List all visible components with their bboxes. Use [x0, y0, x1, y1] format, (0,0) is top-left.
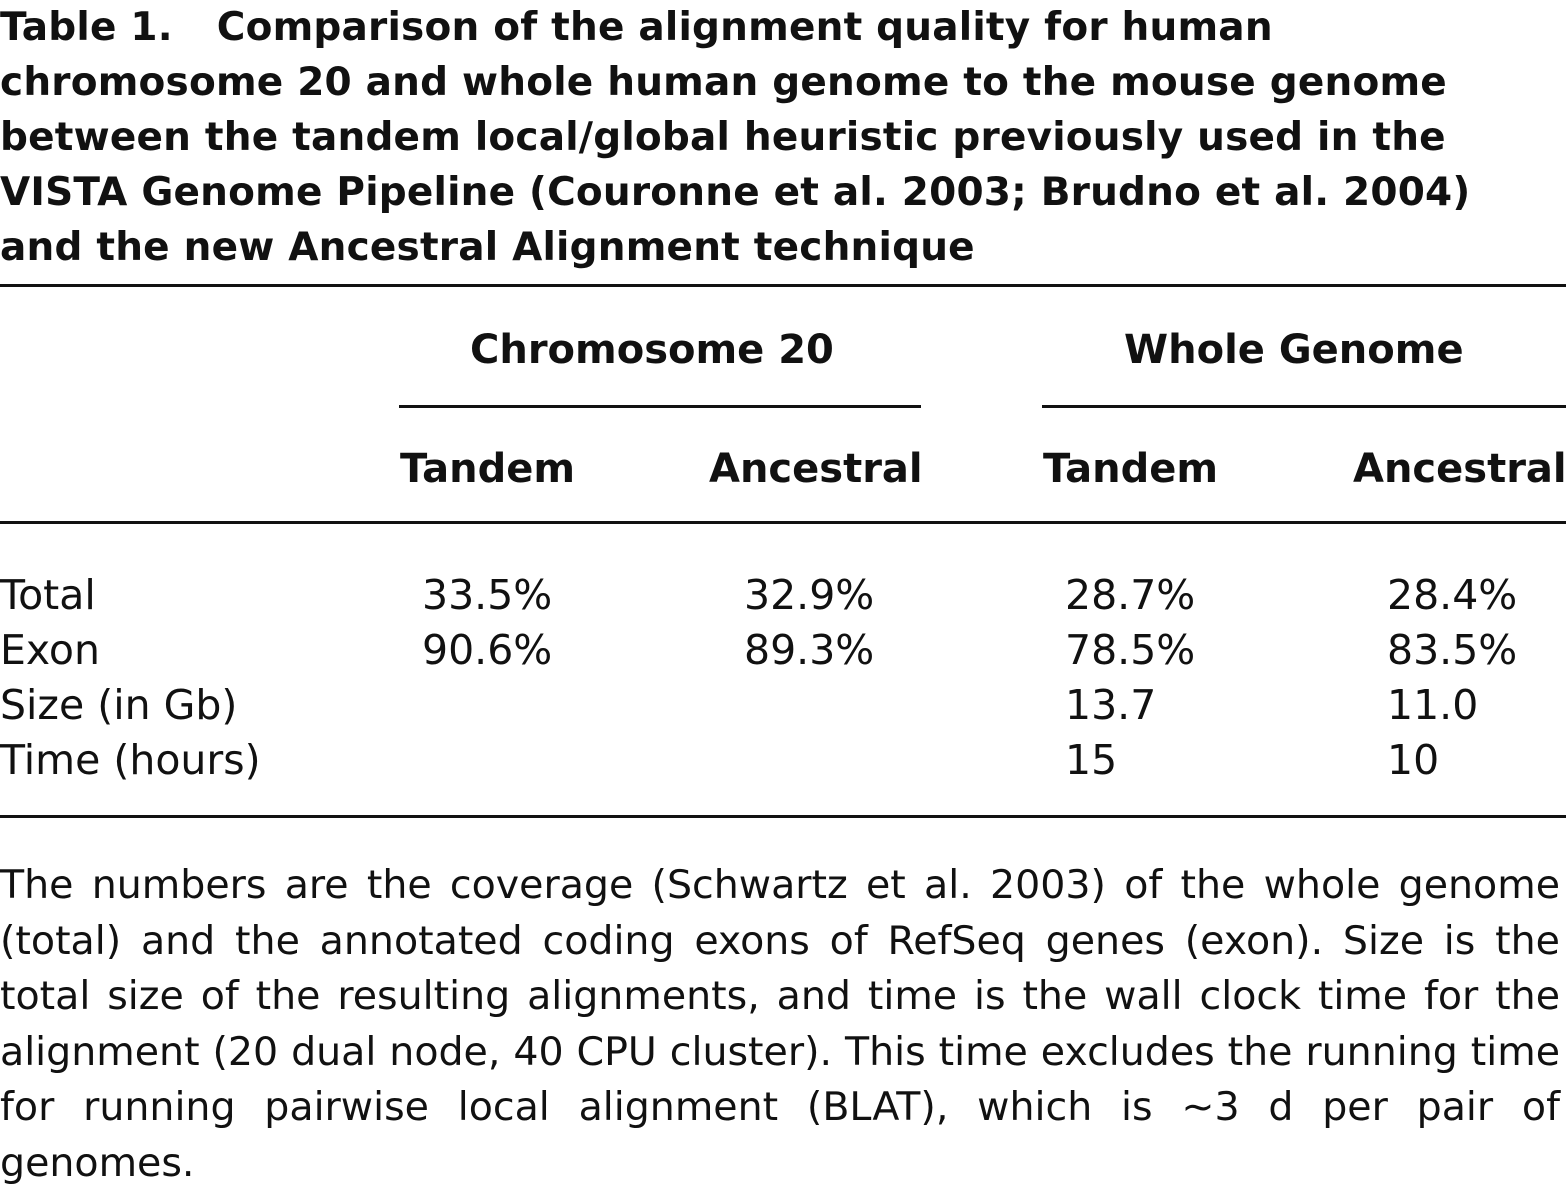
- group-rule-whole-genome: [1042, 405, 1566, 408]
- row-label-exon: Exon: [0, 626, 100, 674]
- column-header-tandem-chr20: Tandem: [400, 446, 576, 492]
- top-rule: [0, 284, 1566, 287]
- header-rule: [0, 521, 1566, 524]
- table-caption: Table 1. Comparison of the alignment qual…: [0, 0, 1540, 275]
- table-footnote: The numbers are the coverage (Schwartz e…: [0, 862, 1560, 1186]
- column-header-ancestral-chr20: Ancestral: [709, 446, 923, 492]
- bottom-rule: [0, 815, 1566, 818]
- cell-time-genome-ancestral: 10: [1387, 736, 1440, 784]
- column-header-ancestral-genome: Ancestral: [1353, 446, 1566, 492]
- group-rule-chromosome-20: [399, 405, 921, 408]
- row-label-time: Time (hours): [0, 736, 261, 784]
- caption-text: Comparison of the alignment quality for …: [0, 5, 1471, 270]
- row-label-size: Size (in Gb): [0, 681, 238, 729]
- cell-time-genome-tandem: 15: [1065, 736, 1118, 784]
- cell-exon-genome-tandem: 78.5%: [1065, 626, 1196, 674]
- cell-size-genome-tandem: 13.7: [1065, 681, 1157, 729]
- group-header-whole-genome: Whole Genome: [1124, 327, 1464, 373]
- cell-total-chr20-tandem: 33.5%: [422, 571, 553, 619]
- cell-size-genome-ancestral: 11.0: [1387, 681, 1479, 729]
- column-header-tandem-genome: Tandem: [1043, 446, 1219, 492]
- group-header-chromosome-20: Chromosome 20: [470, 327, 834, 373]
- cell-total-genome-ancestral: 28.4%: [1387, 571, 1518, 619]
- cell-total-chr20-ancestral: 32.9%: [744, 571, 875, 619]
- row-label-total: Total: [0, 571, 96, 619]
- table-label: Table 1.: [0, 5, 173, 50]
- cell-exon-chr20-ancestral: 89.3%: [744, 626, 875, 674]
- cell-total-genome-tandem: 28.7%: [1065, 571, 1196, 619]
- cell-exon-genome-ancestral: 83.5%: [1387, 626, 1518, 674]
- cell-exon-chr20-tandem: 90.6%: [422, 626, 553, 674]
